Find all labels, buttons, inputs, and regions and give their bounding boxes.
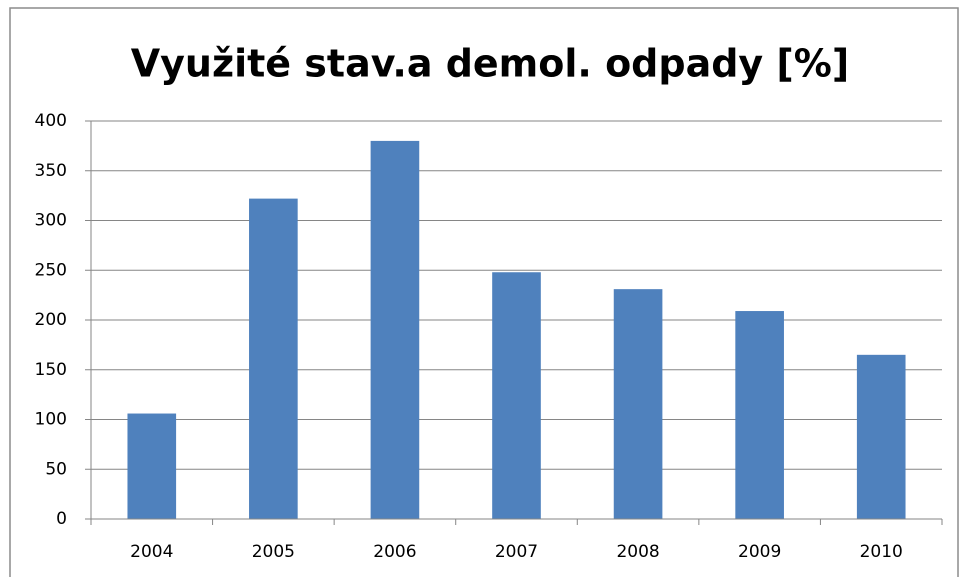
y-tick-label: 50 (45, 459, 67, 479)
y-tick-label: 150 (35, 360, 67, 380)
bar (856, 354, 906, 519)
x-tick-label: 2005 (252, 542, 295, 562)
x-tick-label: 2007 (495, 542, 538, 562)
bar (735, 311, 784, 519)
y-tick-label: 300 (35, 211, 67, 231)
bar (370, 140, 420, 519)
bar (249, 198, 298, 520)
bar (613, 289, 663, 519)
y-tick-label: 0 (56, 509, 67, 529)
x-tick-label: 2008 (616, 542, 659, 562)
y-tick-label: 100 (35, 410, 67, 430)
chart-title: Využité stav.a demol. odpady [%] (131, 42, 849, 86)
x-tick-label: 2006 (373, 542, 416, 562)
y-tick-label: 200 (35, 310, 67, 330)
y-tick-label: 400 (35, 111, 67, 131)
y-tick-label: 350 (35, 161, 67, 181)
bar (492, 272, 541, 519)
bar (127, 413, 177, 519)
x-tick-label: 2004 (130, 542, 173, 562)
y-tick-label: 250 (35, 260, 67, 280)
x-tick-label: 2009 (738, 542, 781, 562)
x-tick-label: 2010 (860, 542, 903, 562)
